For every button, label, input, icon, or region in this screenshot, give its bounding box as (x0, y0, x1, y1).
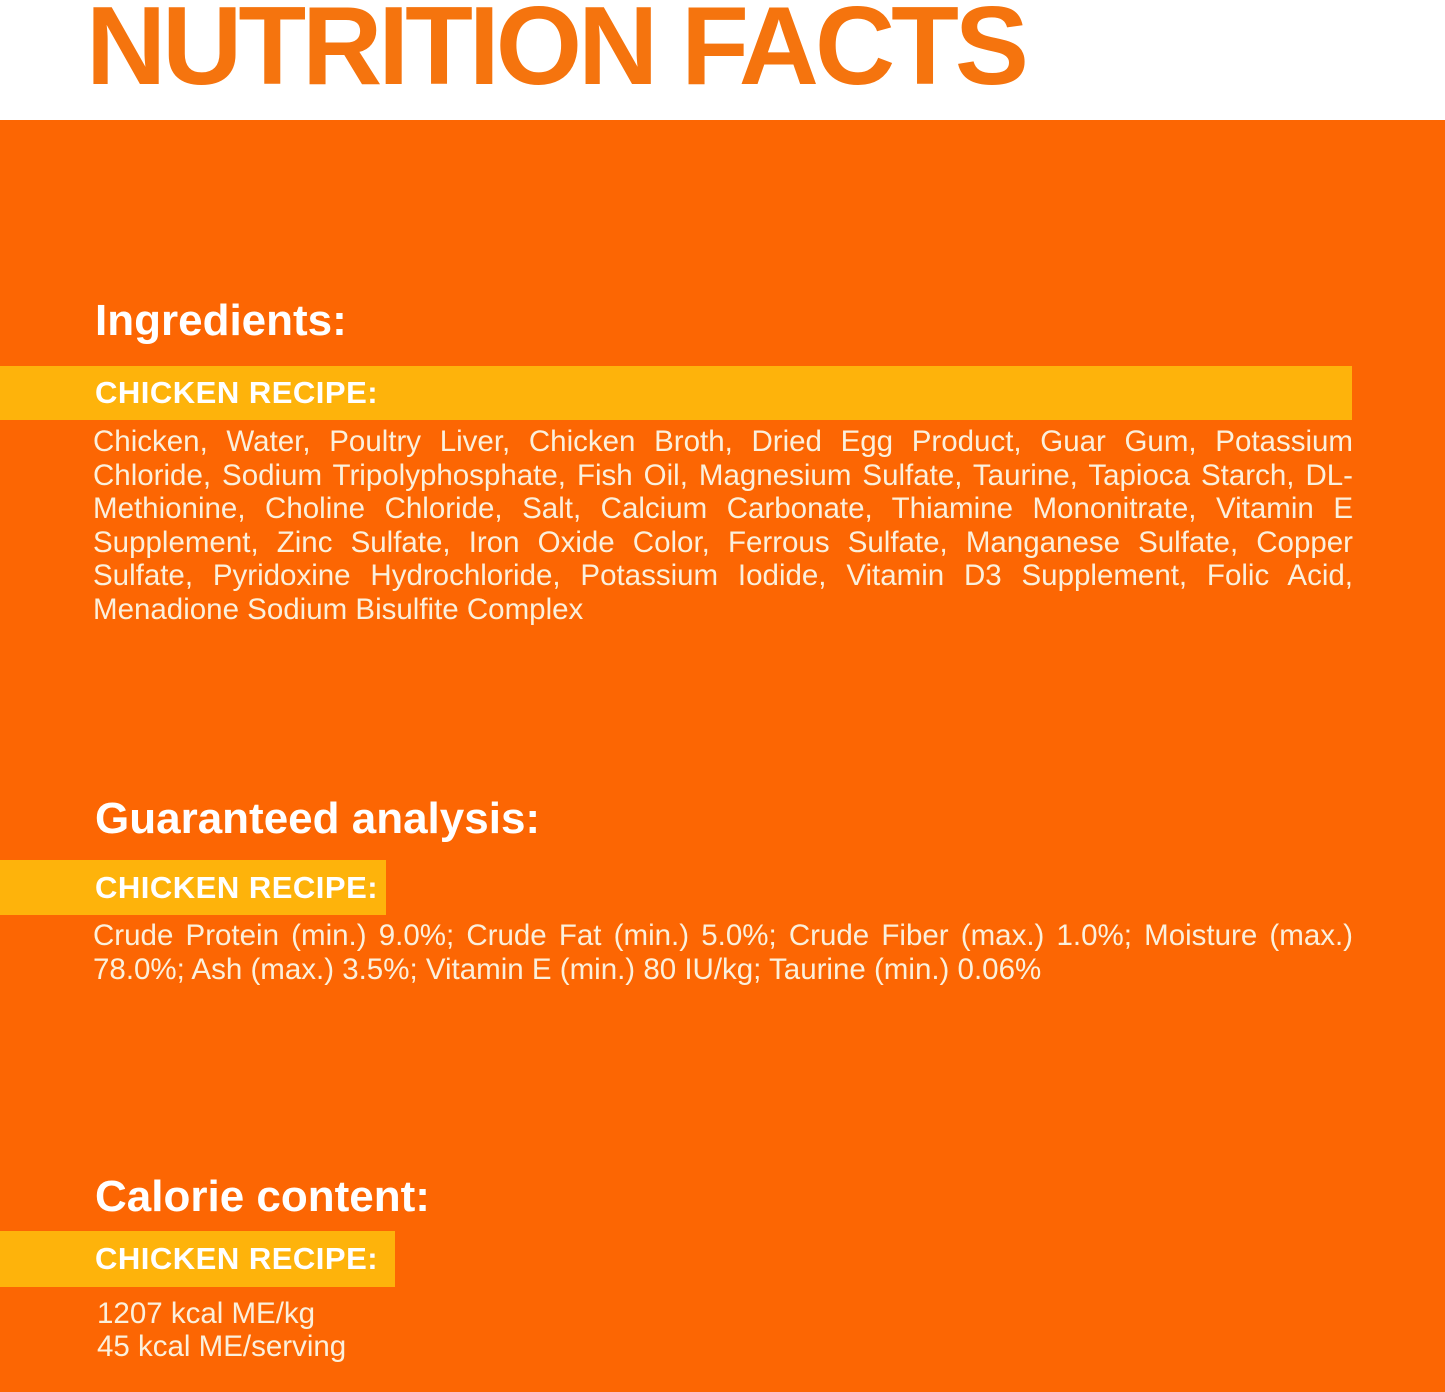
calorie-value-per-serving: 45 kcal ME/serving (97, 1330, 347, 1364)
ingredients-recipe-label: CHICKEN RECIPE: (95, 375, 379, 410)
guaranteed-analysis-recipe-label: CHICKEN RECIPE: (95, 869, 379, 905)
calorie-content-recipe-band: CHICKEN RECIPE: (0, 1231, 395, 1287)
label-body: Ingredients: CHICKEN RECIPE: Chicken, Wa… (0, 120, 1445, 1392)
calorie-values: 1207 kcal ME/kg 45 kcal ME/serving (97, 1297, 346, 1364)
guaranteed-analysis-heading: Guaranteed analysis: (95, 794, 541, 843)
label-header: NUTRITION FACTS (0, 0, 1445, 120)
guaranteed-analysis-recipe-band: CHICKEN RECIPE: (0, 860, 386, 915)
calorie-content-recipe-label: CHICKEN RECIPE: (95, 1241, 379, 1276)
page-title: NUTRITION FACTS (86, 0, 1029, 108)
ingredients-heading: Ingredients: (95, 296, 347, 345)
ingredients-text: Chicken, Water, Poultry Liver, Chicken B… (93, 425, 1353, 626)
calorie-value-per-kg: 1207 kcal ME/kg (97, 1297, 316, 1330)
guaranteed-analysis-text: Crude Protein (min.) 9.0%; Crude Fat (mi… (93, 919, 1353, 986)
calorie-content-heading: Calorie content: (95, 1172, 430, 1221)
ingredients-recipe-band: CHICKEN RECIPE: (0, 366, 1352, 420)
